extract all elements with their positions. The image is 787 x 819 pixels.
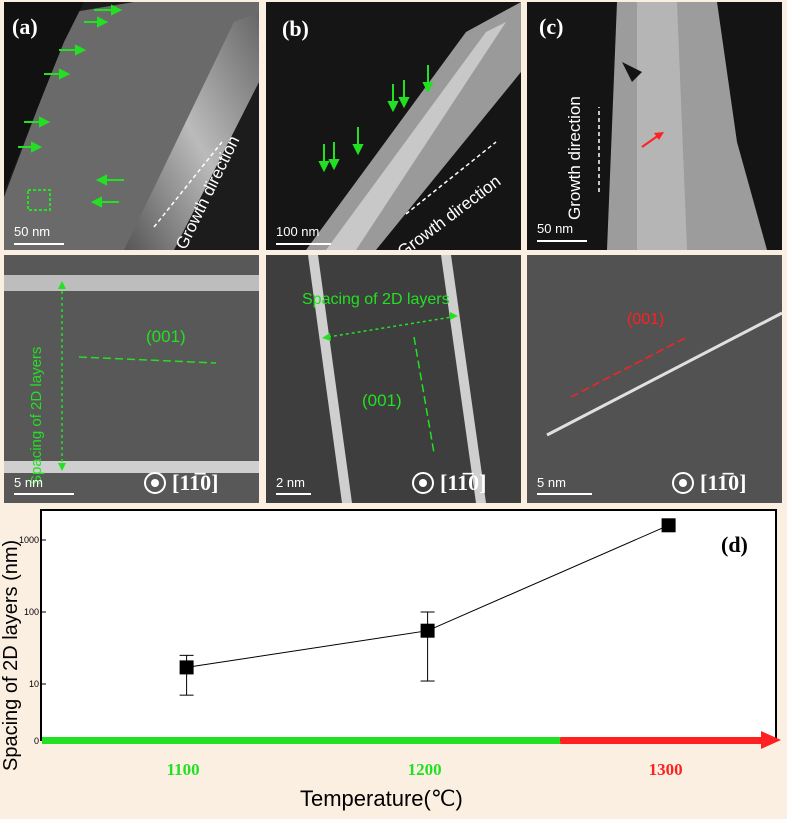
scale-text: 50 nm [537,221,574,236]
spacing-vs-temperature-chart: 0 10 100 1000 [19,518,781,749]
panel-d-label: (d) [721,532,748,557]
panel-b-hrtem: Spacing of 2D layers (001) 2 nm [11̅0] [266,255,521,503]
plane-label: (001) [146,327,186,346]
panel-b-image [306,2,521,250]
scale-bar [14,243,64,245]
panel-b-label: (b) [282,16,309,41]
panel-c-label: (c) [539,14,564,39]
y-tick-label: 100 [24,607,39,617]
y-tick-label: 10 [29,679,39,689]
hrtem-c-image [546,311,782,437]
data-point [179,660,194,675]
hrtem-b-image [308,255,486,503]
temperature-arrow-head [761,731,781,749]
scale-bar [537,493,592,495]
zone-axis-label: [11̅0] [440,470,487,495]
scale-text: 2 nm [276,475,305,490]
panel-c-image [598,2,767,250]
zone-axis: [11̅0] [144,470,218,496]
plane-label: (001) [362,391,402,410]
scale-bar [276,243,331,245]
zone-axis-icon [412,472,434,494]
zone-axis: [11̅0] [672,470,746,496]
x-tick-label: 1100 [166,760,200,779]
spacing-label: Spacing of 2D layers [28,346,45,485]
temperature-bar-red [560,737,763,744]
panel-a-overview: (a) Growth direction 50 nm [4,2,259,250]
y-tick-label: 1000 [19,535,39,545]
panel-b-overview: (b) Growth direction 100 nm [266,2,521,250]
panel-c-hrtem: (001) 5 nm [11̅0] [527,255,782,503]
x-axis-label: Temperature(℃) [300,786,463,811]
plane-label: (001) [627,311,665,328]
growth-direction-label: Growth direction [565,96,584,220]
scale-bar [537,240,587,242]
zone-axis-label: [11̅0] [172,470,219,495]
temperature-bar-green [42,737,561,744]
panel-a-image [4,2,259,250]
data-point [661,518,676,533]
zone-axis-icon [144,472,166,494]
scale-text: 5 nm [537,475,566,490]
spacing-label: Spacing of 2D layers [302,291,450,308]
x-tick-label: 1200 [407,760,442,779]
scale-text: 100 nm [276,224,320,239]
hrtem-a-image [4,275,259,473]
panel-a-label: (a) [12,14,38,39]
x-tick-label: 1300 [648,760,683,779]
defect-arrows [18,4,223,228]
scale-text: 5 nm [14,475,43,490]
scale-bar [14,493,74,495]
scale-bar [276,493,311,495]
y-tick-label: 0 [34,736,39,746]
scale-text: 50 nm [14,224,51,239]
chart-area [40,509,777,741]
zone-axis-label: [11̅0] [700,470,747,495]
zone-axis: [11̅0] [412,470,486,496]
panel-c-overview: (c) Growth direction 50 nm [527,2,782,250]
y-axis-label: Spacing of 2D layers (nm) [0,539,22,771]
zone-axis-icon [672,472,694,494]
data-point [420,623,435,638]
panel-a-hrtem: Spacing of 2D layers (001) 5 nm [11̅0] [4,255,259,503]
